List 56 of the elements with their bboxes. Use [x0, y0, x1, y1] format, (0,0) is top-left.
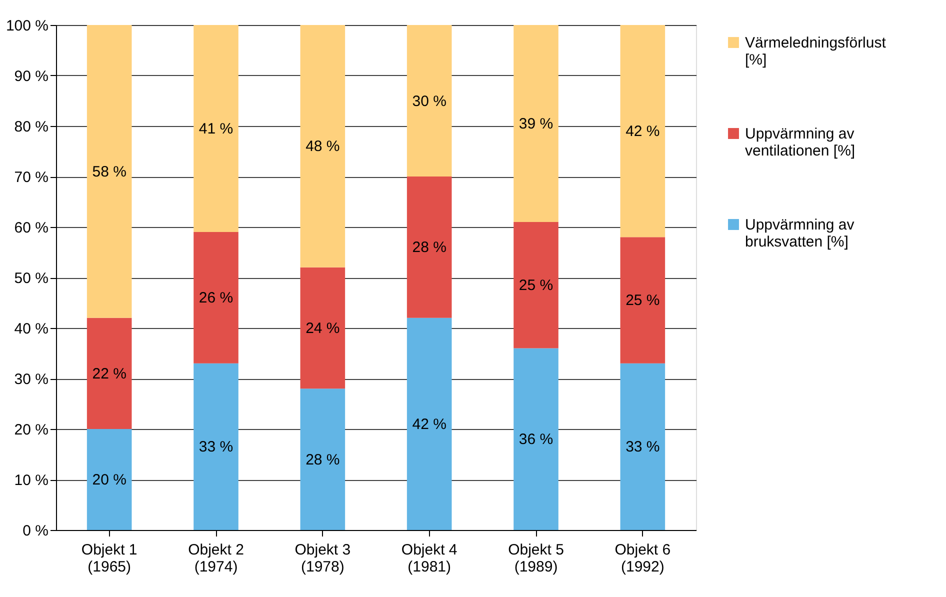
x-tick-label: Objekt 4 (1981)	[401, 542, 458, 576]
data-label: 28 %	[306, 451, 340, 468]
bar	[620, 237, 666, 364]
bar	[194, 25, 238, 232]
data-label: 25 %	[626, 292, 660, 310]
data-label: 42 %	[412, 416, 446, 433]
data-label: 48 %	[306, 138, 340, 156]
bar	[300, 25, 346, 268]
x-tick-label: Objekt 3 (1978)	[294, 542, 351, 576]
data-label: 22 %	[92, 365, 126, 382]
data-label: 30 %	[412, 92, 446, 110]
y-tick-label: 10 %	[14, 472, 48, 489]
bar	[300, 267, 346, 389]
y-tick-label: 40 %	[14, 320, 48, 338]
data-label: 20 %	[92, 472, 126, 488]
bar	[86, 25, 132, 318]
y-tick-label: 30 %	[14, 371, 48, 388]
bar	[406, 25, 452, 176]
x-tick-label: Objekt 5 (1989)	[508, 542, 564, 576]
bar	[514, 348, 558, 530]
data-label: 33 %	[198, 438, 234, 456]
bar	[300, 388, 346, 530]
data-label: 24 %	[306, 320, 340, 337]
data-label: 36 %	[518, 431, 554, 448]
bar	[620, 25, 666, 238]
data-label: 41 %	[198, 120, 234, 138]
bar	[514, 222, 558, 348]
y-tick-label: 50 %	[14, 270, 48, 287]
data-label: 58 %	[92, 163, 126, 180]
x-tick-label: Objekt 2 (1974)	[188, 542, 244, 576]
data-label: 42 %	[626, 123, 660, 140]
legend-label: Värmeledningsförlust [%]	[745, 34, 887, 68]
y-tick-label: 90 %	[14, 68, 48, 85]
x-tick-label: Objekt 6 (1992)	[614, 542, 671, 576]
y-tick-label: 0 %	[22, 522, 48, 540]
bar	[406, 176, 452, 318]
data-label: 26 %	[198, 290, 234, 307]
y-tick-label: 100 %	[6, 18, 48, 34]
legend-label: Uppvärmning av ventilationen [%]	[745, 126, 856, 160]
y-tick-label: 80 %	[14, 118, 48, 136]
y-tick-label: 20 %	[14, 422, 48, 438]
data-label: 33 %	[626, 438, 660, 456]
data-label: 28 %	[412, 239, 446, 256]
data-label: 39 %	[518, 115, 554, 132]
bar	[194, 232, 238, 364]
bar	[194, 363, 238, 530]
data-label: 25 %	[518, 277, 554, 294]
y-tick-label: 70 %	[14, 169, 48, 186]
x-tick-label: Objekt 1 (1965)	[81, 542, 138, 576]
bar	[86, 429, 132, 530]
bar	[86, 318, 132, 429]
bar	[514, 25, 558, 222]
legend-label: Uppvärmning av bruksvatten [%]	[745, 216, 855, 250]
bar	[406, 318, 452, 530]
bar	[620, 363, 666, 530]
y-tick-label: 60 %	[14, 220, 48, 236]
